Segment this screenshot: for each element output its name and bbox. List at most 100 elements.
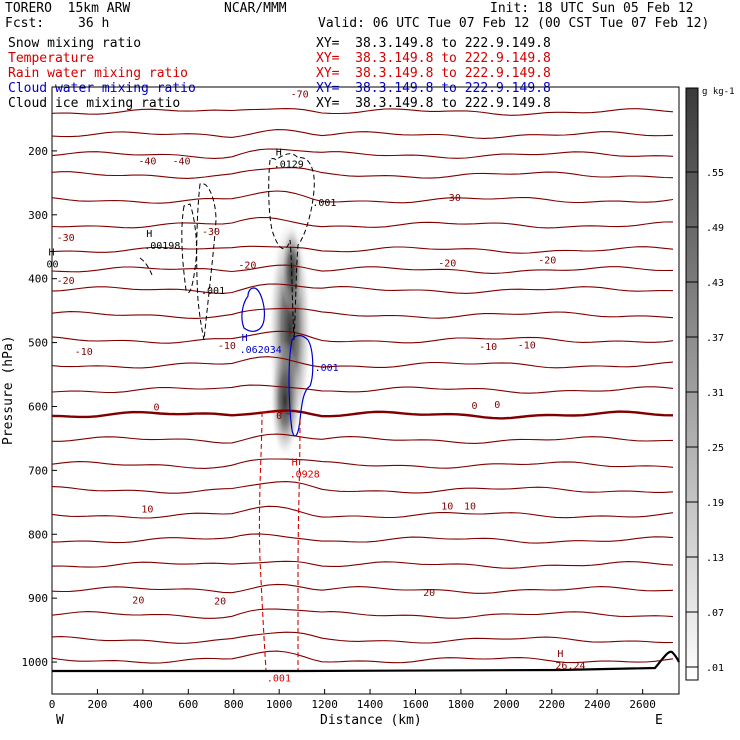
isotherm-line [51, 409, 674, 420]
x-tick-label: 1400 [357, 698, 384, 711]
x-tick-label: 1800 [448, 698, 475, 711]
extrema-value: .001 [315, 363, 339, 374]
isotherm-line [51, 330, 674, 344]
init-time: Init: 18 UTC Sun 05 Feb 12 [490, 1, 694, 16]
field-rain-name: Rain water mixing ratio [8, 66, 189, 81]
temperature-labels: -70 -40 -40 -30 -30 -30 -20 -20 -20 -20 -10 -10 -10 -… [57, 89, 557, 607]
colorbar-level: .19 [706, 498, 724, 509]
forecast-label: Fcst: [5, 16, 45, 31]
temperature-label: -10 [75, 347, 93, 358]
temperature-label: -20 [538, 256, 556, 267]
temperature-label: 10 [441, 502, 453, 513]
colorbar-unit: g kg-1 [702, 87, 735, 97]
colorbar-level: .25 [706, 443, 724, 454]
extrema-value: .00198 [144, 241, 180, 252]
temperature-label: -40 [138, 156, 156, 167]
colorbar-level: .37 [706, 333, 724, 344]
field-snow-name: Snow mixing ratio [8, 36, 142, 51]
x-tick-label: 2000 [493, 698, 520, 711]
isotherm-line [51, 245, 674, 254]
extrema-value: 00 [47, 259, 59, 270]
x-axis: 0 200 400 600 800 1000 1200 1400 1600 1800 2000 220… [49, 689, 656, 711]
isotherm-line [51, 505, 674, 519]
temperature-label: 0 [472, 401, 478, 412]
field-snow-xy: XY= 38.3.149.8 to 222.9.149.8 [316, 36, 551, 51]
temperature-label: -10 [518, 340, 536, 351]
colorbar-level: .55 [706, 168, 724, 179]
extrema-mark: H [242, 333, 248, 344]
isotherm-line [51, 384, 674, 394]
field-cloudwater-name: Cloud water mixing ratio [8, 81, 196, 96]
isotherm-line [51, 264, 674, 274]
colorbar-level: .13 [706, 553, 724, 564]
plot-frame [51, 86, 680, 695]
y-tick-label: 200 [28, 145, 48, 158]
x-axis-title: Distance (km) [320, 713, 422, 728]
field-temperature-xy: XY= 38.3.149.8 to 222.9.149.8 [316, 51, 551, 66]
west-label: W [56, 713, 64, 728]
field-temperature-name: Temperature [8, 51, 95, 66]
temperature-isotherms [51, 108, 674, 664]
extrema-value: .001 [267, 673, 291, 684]
isotherm-line [51, 356, 674, 369]
snow-mixing-shading [268, 212, 312, 460]
temperature-label: 10 [141, 505, 153, 516]
colorbar-level: .43 [706, 278, 724, 289]
extrema-mark: H [292, 458, 298, 469]
extrema-value: .0928 [290, 470, 320, 481]
temperature-label: -40 [172, 156, 190, 167]
isotherm-line [51, 108, 674, 116]
temperature-label: 0 [153, 402, 159, 413]
isotherm-line [51, 583, 674, 594]
temperature-label: -30 [202, 227, 220, 238]
temperature-label: -10 [479, 342, 497, 353]
colorbar-level: .01 [706, 663, 724, 674]
y-tick-label: 500 [28, 337, 48, 350]
isotherm-line [51, 631, 674, 644]
isotherm-line [51, 148, 674, 159]
y-tick-label: 400 [28, 273, 48, 286]
cloud-ice-contours [139, 153, 315, 341]
colorbar-level: .49 [706, 223, 724, 234]
field-cloudice-name: Cloud ice mixing ratio [8, 96, 181, 111]
field-cloudice-xy: XY= 38.3.149.8 to 222.9.149.8 [316, 96, 551, 111]
extrema-mark: H [49, 247, 55, 258]
y-axis-title: Pressure (hPa) [1, 335, 16, 445]
y-axis: 200 300 400 500 600 700 800 900 1000 [22, 145, 57, 669]
isotherm-line [51, 481, 674, 494]
y-tick-label: 700 [28, 464, 48, 477]
temperature-label: -70 [291, 89, 309, 100]
rain-water-contours [258, 411, 301, 672]
field-rain-xy: XY= 38.3.149.8 to 222.9.149.8 [316, 66, 551, 81]
isotherm-line [51, 190, 674, 204]
extrema-mark: H [146, 229, 152, 240]
temperature-label: -20 [438, 259, 456, 270]
temperature-label: 10 [464, 502, 476, 513]
colorbar-level: .07 [706, 608, 724, 619]
y-tick-label: 300 [28, 209, 48, 222]
extrema-value: .062034 [240, 345, 282, 356]
y-tick-label: 600 [28, 400, 48, 413]
x-tick-label: 1600 [402, 698, 429, 711]
isotherm-line [51, 307, 674, 319]
temperature-label: -30 [443, 193, 461, 204]
temperature-label: -20 [238, 261, 256, 272]
extrema-labels: H.0129.001H.00198H00.001H.062034.001H.09… [47, 148, 586, 685]
x-tick-label: 2600 [629, 698, 656, 711]
model-title: TORERO 15km ARW [5, 1, 131, 16]
extrema-value: .0129 [274, 160, 304, 171]
isotherm-line [51, 458, 674, 469]
colorbar-labels: .01 .07 .13 .19 .25 .31 .37 .43 .49 .55 [686, 168, 724, 674]
y-tick-label: 1000 [22, 656, 49, 669]
center-title: NCAR/MMM [224, 1, 287, 16]
isotherm-line [51, 129, 674, 139]
extrema-value: .001 [312, 198, 336, 209]
isotherm-line [51, 283, 674, 294]
temperature-label: 0 [494, 400, 500, 411]
temperature-label: 20 [132, 595, 144, 606]
valid-time: Valid: 06 UTC Tue 07 Feb 12 (00 CST Tue … [318, 16, 710, 31]
extrema-mark: H [557, 649, 563, 660]
x-tick-label: 1000 [266, 698, 293, 711]
extrema-mark: H [276, 148, 282, 159]
